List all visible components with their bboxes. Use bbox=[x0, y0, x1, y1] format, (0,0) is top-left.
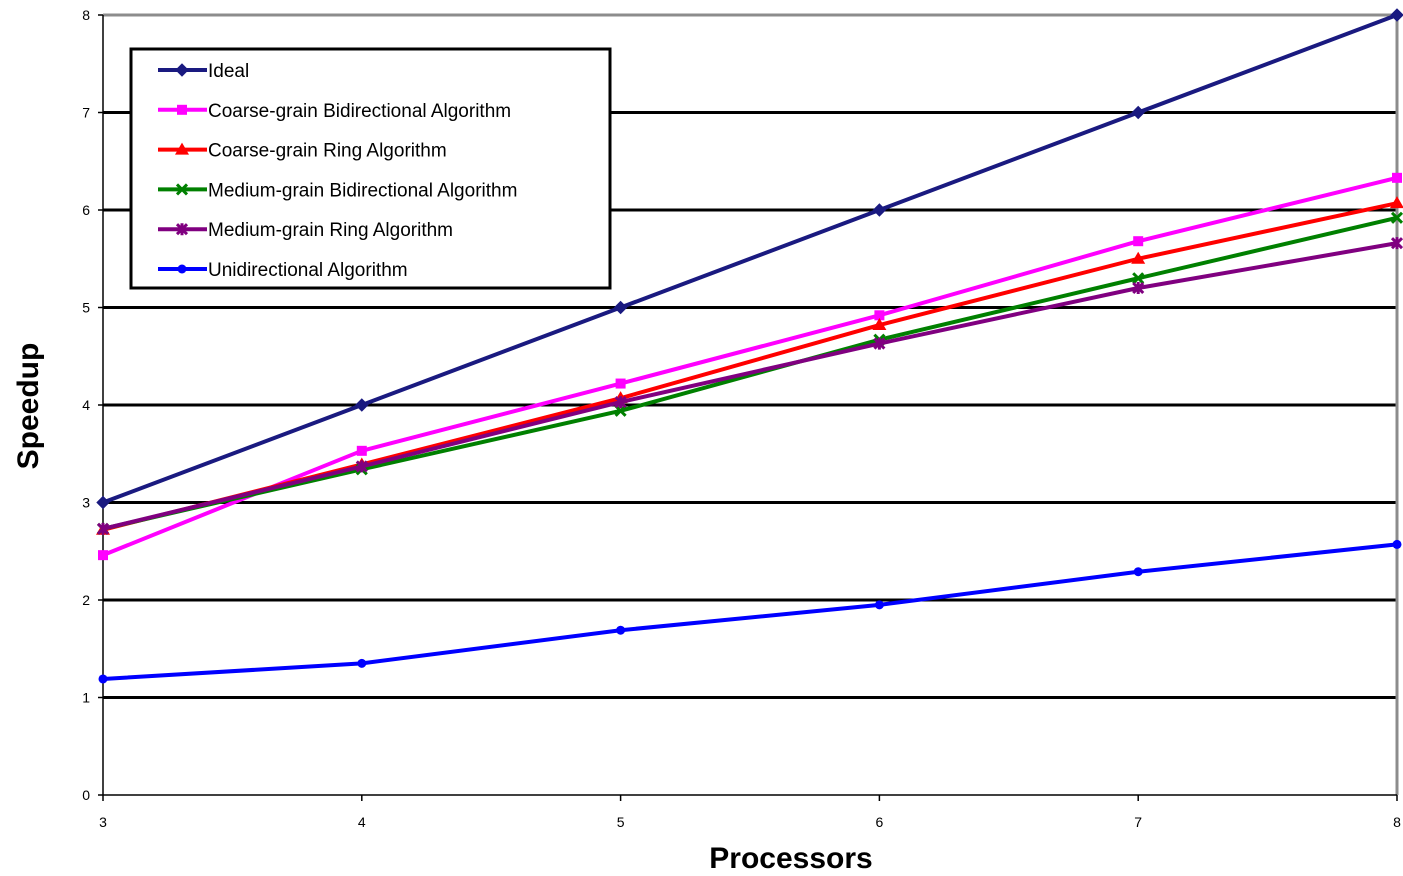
data-point-coarse-grain-bidirectional-algorithm-3 bbox=[98, 550, 108, 561]
data-point-unidirectional-algorithm-3 bbox=[98, 674, 108, 684]
data-point-coarse-grain-bidirectional-algorithm-6 bbox=[874, 310, 885, 321]
series-layer bbox=[96, 8, 1403, 684]
data-point-medium-grain-ring-algorithm-4 bbox=[355, 460, 368, 473]
x-tick-label: 6 bbox=[876, 814, 884, 830]
legend-entry-coarse-grain-bidirectional-algorithm: Coarse-grain Bidirectional Algorithm bbox=[158, 101, 511, 122]
legend-label: Ideal bbox=[208, 61, 249, 82]
series-line-medium-grain-bidirectional-algorithm bbox=[102, 215, 1398, 531]
legend-swatch-marker bbox=[175, 63, 189, 77]
data-point-unidirectional-algorithm-7 bbox=[1133, 567, 1143, 577]
legend-swatch-marker bbox=[177, 104, 187, 115]
legend-swatch-marker bbox=[177, 264, 187, 274]
x-axis-title: Processors bbox=[709, 842, 872, 875]
data-point-ideal-6 bbox=[872, 203, 887, 217]
data-point-ideal-5 bbox=[613, 300, 628, 315]
data-point-medium-grain-bidirectional-algorithm-7 bbox=[1132, 272, 1145, 285]
y-tick-label: 7 bbox=[82, 105, 90, 121]
data-point-coarse-grain-ring-algorithm-8 bbox=[1390, 196, 1403, 209]
series-line-coarse-grain-bidirectional-algorithm bbox=[102, 175, 1398, 558]
legend-swatch-marker bbox=[175, 223, 189, 236]
y-tick-label: 1 bbox=[82, 690, 90, 706]
data-point-coarse-grain-bidirectional-algorithm-7 bbox=[1133, 236, 1144, 247]
axis-layer: 0 1 2 3 4 5 6 7 8 3 4 5 6 7 8 bbox=[82, 7, 1401, 830]
y-axis-title: Speedup bbox=[12, 343, 45, 470]
data-point-ideal-7 bbox=[1131, 105, 1145, 120]
series-unidirectional-algorithm bbox=[98, 539, 1402, 684]
data-point-medium-grain-ring-algorithm-5 bbox=[614, 396, 627, 409]
y-tick-label: 4 bbox=[82, 397, 90, 413]
legend-swatch-marker bbox=[175, 142, 189, 155]
legend-entry-medium-grain-ring-algorithm: Medium-grain Ring Algorithm bbox=[158, 220, 453, 241]
legend-label: Medium-grain Bidirectional Algorithm bbox=[208, 180, 517, 201]
legend-entry-unidirectional-algorithm: Unidirectional Algorithm bbox=[158, 260, 408, 281]
data-point-unidirectional-algorithm-6 bbox=[874, 600, 884, 610]
data-point-coarse-grain-bidirectional-algorithm-4 bbox=[356, 445, 367, 456]
series-line-medium-grain-ring-algorithm bbox=[102, 241, 1398, 531]
data-point-ideal-3 bbox=[96, 495, 110, 510]
x-tick-label: 8 bbox=[1393, 814, 1401, 830]
legend-label: Medium-grain Ring Algorithm bbox=[208, 220, 453, 241]
x-tick-label: 7 bbox=[1134, 814, 1142, 830]
legend-label: Coarse-grain Ring Algorithm bbox=[208, 141, 447, 162]
y-tick-label: 6 bbox=[82, 202, 90, 218]
legend-label: Unidirectional Algorithm bbox=[208, 260, 408, 281]
data-point-coarse-grain-bidirectional-algorithm-5 bbox=[615, 378, 626, 389]
series-coarse-grain-bidirectional-algorithm bbox=[98, 172, 1402, 561]
x-tick-label: 5 bbox=[617, 814, 625, 830]
x-tick-label: 3 bbox=[99, 814, 107, 830]
x-tick-label: 4 bbox=[358, 814, 366, 830]
y-tick-label: 8 bbox=[82, 7, 90, 23]
legend-swatch-marker bbox=[175, 183, 189, 196]
data-point-ideal-8 bbox=[1390, 8, 1403, 22]
series-medium-grain-ring-algorithm bbox=[96, 237, 1403, 535]
data-point-coarse-grain-ring-algorithm-6 bbox=[872, 318, 887, 331]
legend-label: Coarse-grain Bidirectional Algorithm bbox=[208, 101, 511, 122]
data-point-medium-grain-bidirectional-algorithm-8 bbox=[1390, 211, 1403, 224]
data-point-medium-grain-ring-algorithm-8 bbox=[1390, 237, 1403, 250]
legend-entry-medium-grain-bidirectional-algorithm: Medium-grain Bidirectional Algorithm bbox=[158, 180, 517, 201]
data-point-medium-grain-ring-algorithm-7 bbox=[1132, 281, 1145, 295]
data-point-unidirectional-algorithm-5 bbox=[616, 625, 626, 635]
y-tick-label: 2 bbox=[82, 592, 90, 608]
series-line-unidirectional-algorithm bbox=[102, 542, 1398, 681]
legend: Ideal Coarse-grain Bidirectional Algorith… bbox=[129, 47, 612, 290]
data-point-ideal-4 bbox=[355, 398, 369, 412]
series-line-ideal bbox=[102, 13, 1398, 505]
legend-box bbox=[129, 47, 612, 290]
y-tick-label: 5 bbox=[82, 300, 90, 316]
y-tick-label: 0 bbox=[82, 787, 90, 803]
data-point-unidirectional-algorithm-8 bbox=[1392, 539, 1402, 549]
data-point-medium-grain-ring-algorithm-3 bbox=[96, 522, 110, 535]
data-point-coarse-grain-ring-algorithm-7 bbox=[1131, 251, 1146, 264]
data-point-coarse-grain-bidirectional-algorithm-8 bbox=[1392, 172, 1402, 183]
data-point-unidirectional-algorithm-4 bbox=[357, 658, 367, 668]
series-ideal bbox=[96, 8, 1403, 510]
y-tick-label: 3 bbox=[82, 495, 90, 511]
data-point-medium-grain-ring-algorithm-6 bbox=[873, 337, 886, 350]
legend-entry-ideal: Ideal bbox=[158, 61, 249, 82]
legend-entry-coarse-grain-ring-algorithm: Coarse-grain Ring Algorithm bbox=[158, 141, 447, 162]
